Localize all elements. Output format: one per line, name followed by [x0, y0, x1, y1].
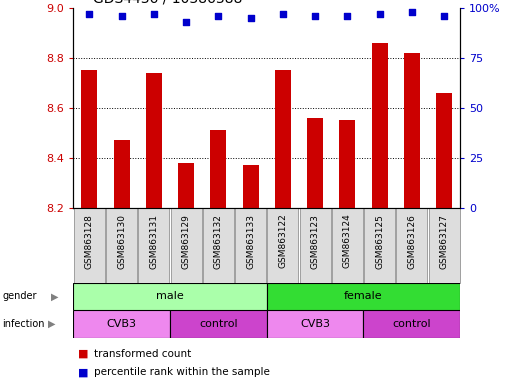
- Bar: [404, 53, 420, 208]
- Text: transformed count: transformed count: [94, 349, 191, 359]
- Bar: [203, 208, 234, 283]
- Text: female: female: [344, 291, 383, 301]
- Text: male: male: [156, 291, 184, 301]
- Text: control: control: [199, 319, 237, 329]
- Text: GSM863122: GSM863122: [278, 214, 287, 268]
- Bar: [396, 208, 427, 283]
- Text: ■: ■: [78, 349, 89, 359]
- Bar: [139, 208, 169, 283]
- Text: GSM863123: GSM863123: [311, 214, 320, 269]
- Point: [85, 11, 94, 17]
- Bar: [235, 208, 266, 283]
- Bar: [267, 283, 460, 310]
- Bar: [300, 208, 331, 283]
- Point: [376, 11, 384, 17]
- Text: GDS4436 / 10386388: GDS4436 / 10386388: [93, 0, 242, 5]
- Point: [214, 13, 223, 19]
- Point: [343, 13, 351, 19]
- Bar: [170, 310, 267, 338]
- Bar: [436, 93, 452, 208]
- Text: GSM863125: GSM863125: [375, 214, 384, 269]
- Bar: [210, 130, 226, 208]
- Point: [117, 13, 126, 19]
- Bar: [81, 70, 97, 208]
- Bar: [275, 70, 291, 208]
- Text: GSM863133: GSM863133: [246, 214, 255, 269]
- Bar: [364, 208, 395, 283]
- Bar: [73, 283, 267, 310]
- Text: control: control: [393, 319, 431, 329]
- Bar: [267, 208, 298, 283]
- Text: infection: infection: [3, 319, 45, 329]
- Text: GSM863128: GSM863128: [85, 214, 94, 269]
- Point: [150, 11, 158, 17]
- Text: gender: gender: [3, 291, 37, 301]
- Point: [182, 19, 190, 25]
- Point: [408, 9, 416, 15]
- Text: GSM863129: GSM863129: [181, 214, 190, 269]
- Bar: [178, 163, 194, 208]
- Text: GSM863124: GSM863124: [343, 214, 352, 268]
- Point: [311, 13, 319, 19]
- Text: ▶: ▶: [48, 319, 55, 329]
- Point: [246, 15, 255, 21]
- Text: GSM863126: GSM863126: [407, 214, 416, 269]
- Bar: [170, 208, 201, 283]
- Bar: [74, 208, 105, 283]
- Bar: [243, 165, 259, 208]
- Text: GSM863127: GSM863127: [440, 214, 449, 269]
- Bar: [307, 118, 323, 208]
- Bar: [267, 310, 363, 338]
- Point: [440, 13, 448, 19]
- Bar: [371, 43, 388, 208]
- Text: GSM863130: GSM863130: [117, 214, 126, 269]
- Text: CVB3: CVB3: [107, 319, 137, 329]
- Bar: [339, 120, 356, 208]
- Bar: [332, 208, 363, 283]
- Text: GSM863131: GSM863131: [150, 214, 158, 269]
- Text: ■: ■: [78, 367, 89, 377]
- Text: ▶: ▶: [51, 291, 59, 301]
- Bar: [146, 73, 162, 208]
- Bar: [113, 140, 130, 208]
- Bar: [106, 208, 137, 283]
- Text: GSM863132: GSM863132: [214, 214, 223, 269]
- Text: percentile rank within the sample: percentile rank within the sample: [94, 367, 270, 377]
- Text: CVB3: CVB3: [300, 319, 330, 329]
- Point: [279, 11, 287, 17]
- Bar: [73, 310, 170, 338]
- Bar: [363, 310, 460, 338]
- Bar: [429, 208, 460, 283]
